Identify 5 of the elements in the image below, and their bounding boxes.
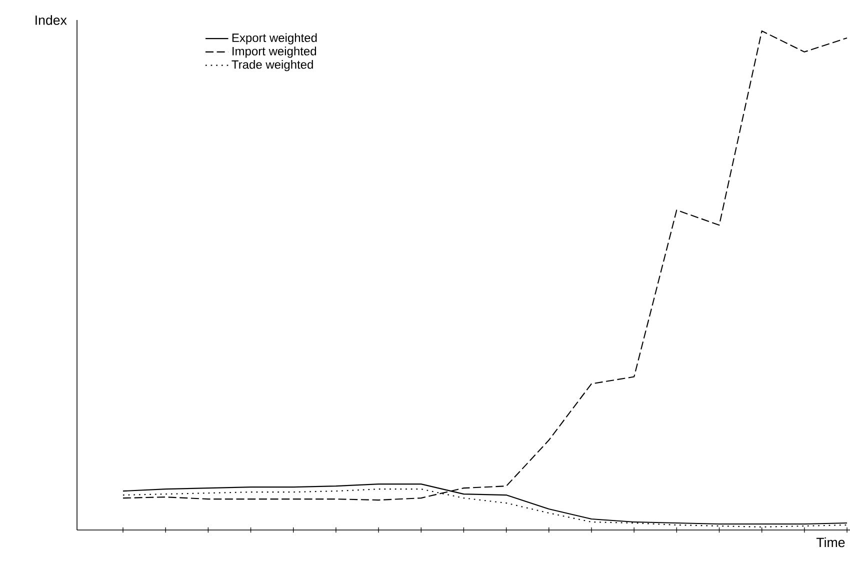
legend-label: Trade weighted	[232, 60, 313, 72]
legend-label: Import weighted	[232, 46, 316, 58]
legend-label: Export weighted	[232, 33, 317, 44]
x-axis-title: Time	[816, 537, 845, 548]
y-axis-title: Index	[36, 15, 67, 25]
